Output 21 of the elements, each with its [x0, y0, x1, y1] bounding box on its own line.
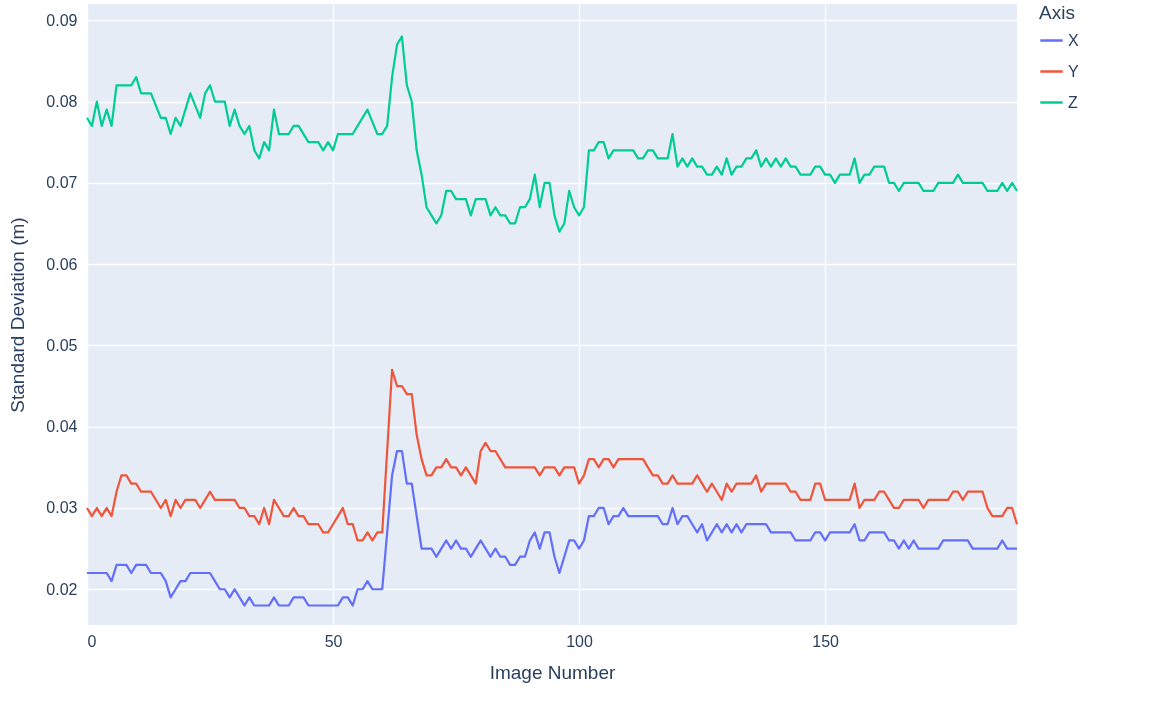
x-tick-label: 100: [566, 632, 594, 650]
y-tick-label: 0.05: [46, 336, 78, 354]
x-tick-label: 150: [812, 632, 840, 650]
line-series: [85, 368, 1019, 542]
y-tick-label: 0.02: [46, 580, 78, 598]
line-series: [85, 449, 1019, 607]
legend-label: X: [1068, 31, 1079, 49]
x-axis-title: Image Number: [489, 661, 616, 683]
legend-label: Z: [1068, 93, 1078, 111]
y-axis-title: Standard Deviation (m): [7, 217, 29, 413]
y-tick-label: 0.08: [46, 93, 78, 111]
line-series: [85, 35, 1019, 233]
legend-label: Y: [1068, 62, 1079, 80]
x-tick-label: 0: [87, 632, 97, 650]
y-tick-label: 0.07: [46, 174, 78, 192]
y-tick-label: 0.09: [46, 11, 78, 29]
y-tick-label: 0.06: [46, 255, 78, 273]
legend-title: Axis: [1039, 2, 1075, 23]
x-tick-label: 50: [324, 632, 343, 650]
y-tick-label: 0.04: [46, 418, 78, 436]
y-tick-label: 0.03: [46, 499, 78, 517]
